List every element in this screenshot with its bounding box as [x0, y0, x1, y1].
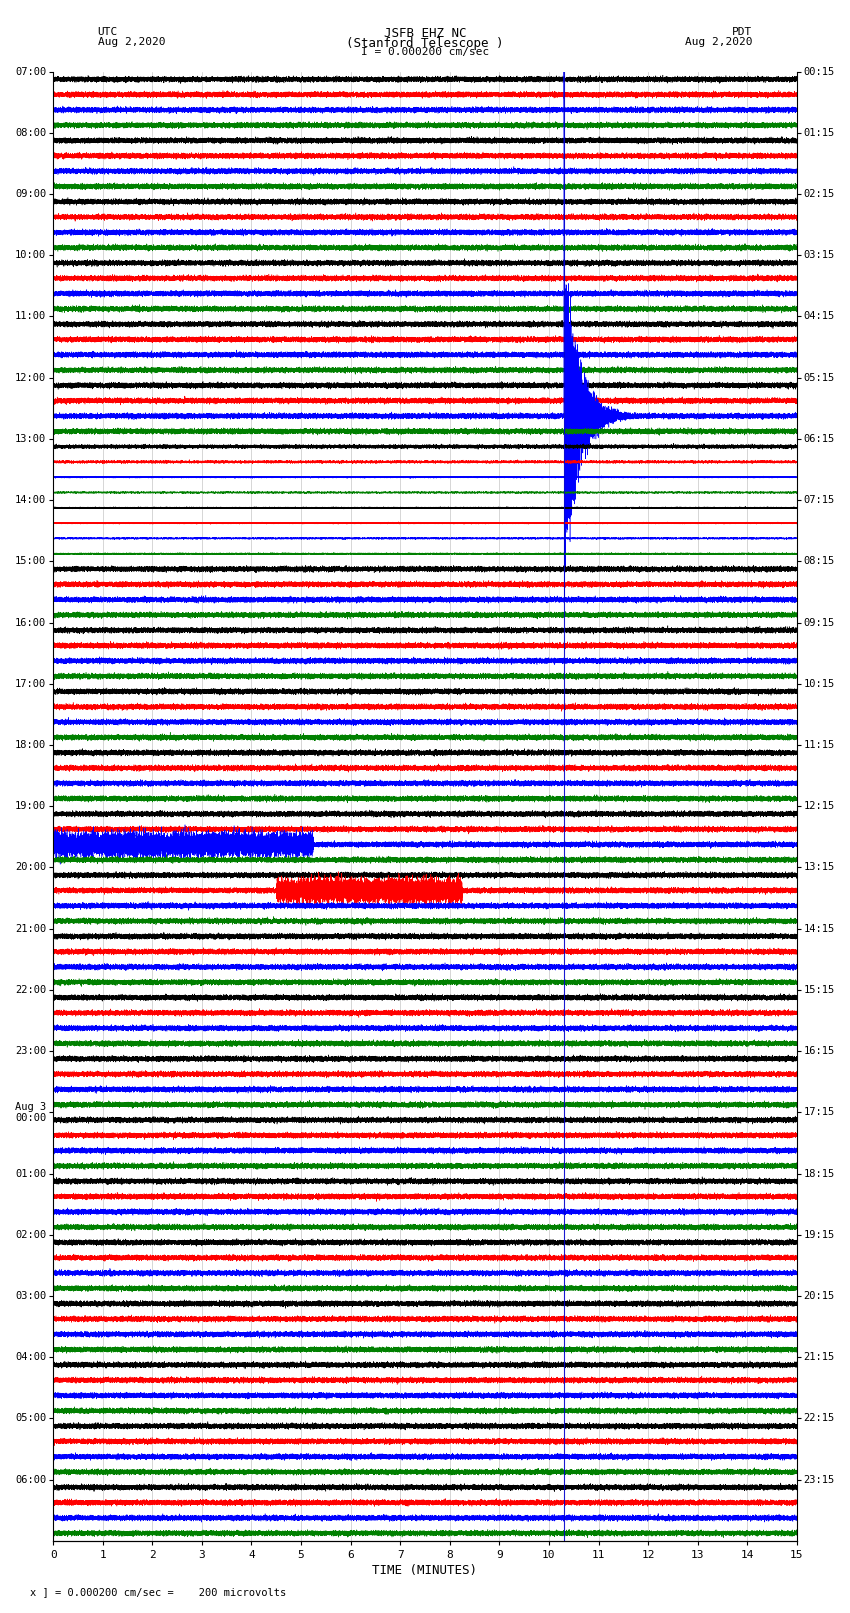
Text: UTC: UTC	[98, 27, 118, 37]
Text: JSFB EHZ NC: JSFB EHZ NC	[383, 27, 467, 40]
Text: Aug 2,2020: Aug 2,2020	[98, 37, 165, 47]
Text: Aug 2,2020: Aug 2,2020	[685, 37, 752, 47]
X-axis label: TIME (MINUTES): TIME (MINUTES)	[372, 1565, 478, 1578]
Text: x ] = 0.000200 cm/sec =    200 microvolts: x ] = 0.000200 cm/sec = 200 microvolts	[30, 1587, 286, 1597]
Text: I = 0.000200 cm/sec: I = 0.000200 cm/sec	[361, 47, 489, 56]
Text: PDT: PDT	[732, 27, 752, 37]
Text: (Stanford Telescope ): (Stanford Telescope )	[346, 37, 504, 50]
